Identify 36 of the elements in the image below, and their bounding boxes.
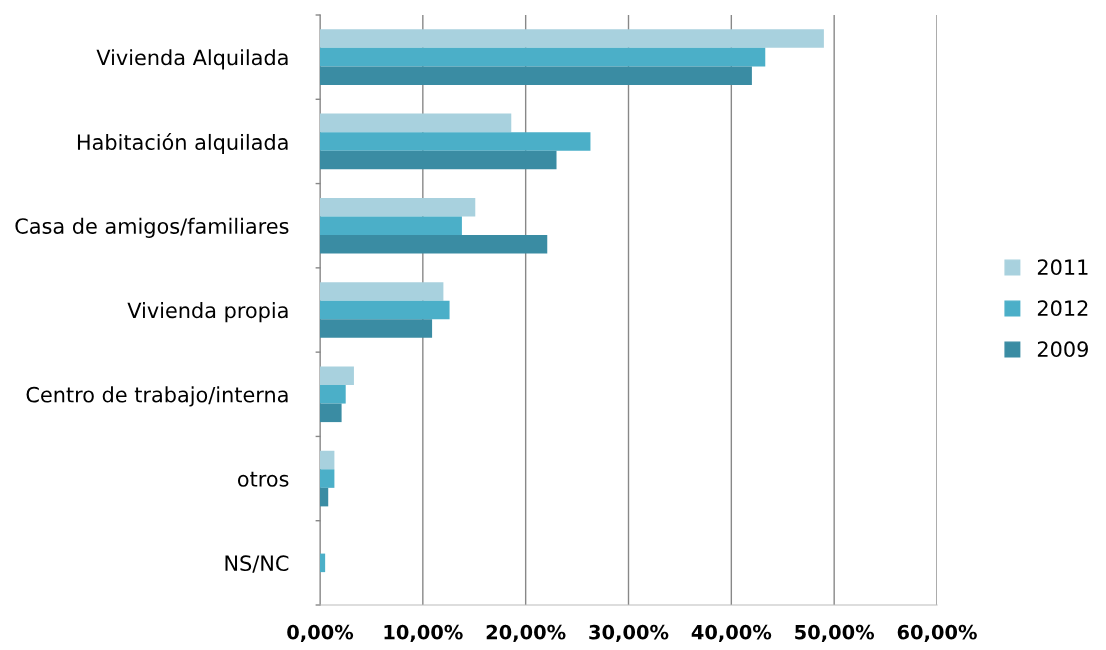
x-tick-label: 30,00% [589,624,669,642]
bar [320,132,591,151]
y-tick-label: Habitación alquilada [77,133,288,155]
bar [320,450,335,470]
bar [320,150,557,170]
legend-label: 2012 [1037,300,1088,317]
y-tick-label: Casa de amigos/familiares [15,217,289,238]
bar [320,553,326,573]
x-tick-label: 40,00% [691,624,772,642]
y-tick-label: otros [237,471,289,487]
legend-label: 2011 [1037,259,1088,276]
bar [320,29,824,48]
y-tick-label: Centro de trabajo/interna [26,386,288,407]
bar [320,487,329,507]
y-tick-label: Vivienda Alquilada [96,49,288,70]
bar [320,47,766,67]
y-tick-label: Vivienda propia [127,302,288,323]
bar [320,403,342,423]
bar [320,216,462,235]
x-tick-label: 20,00% [486,624,566,642]
x-tick-label: 60,00% [897,624,977,642]
bar [320,282,444,301]
bar [320,113,512,133]
x-tick-label: 0,00% [287,624,354,642]
bar [320,385,346,404]
bar [320,197,476,217]
bar [320,234,548,254]
bar [320,366,354,386]
x-tick-label: 50,00% [795,624,875,642]
x-tick-label: 10,00% [384,624,463,642]
bar [320,300,450,320]
bar [320,66,752,85]
bar [320,319,433,338]
y-tick-label: NS/NC [225,555,289,573]
bar [320,469,335,488]
legend-label: 2009 [1037,341,1088,358]
